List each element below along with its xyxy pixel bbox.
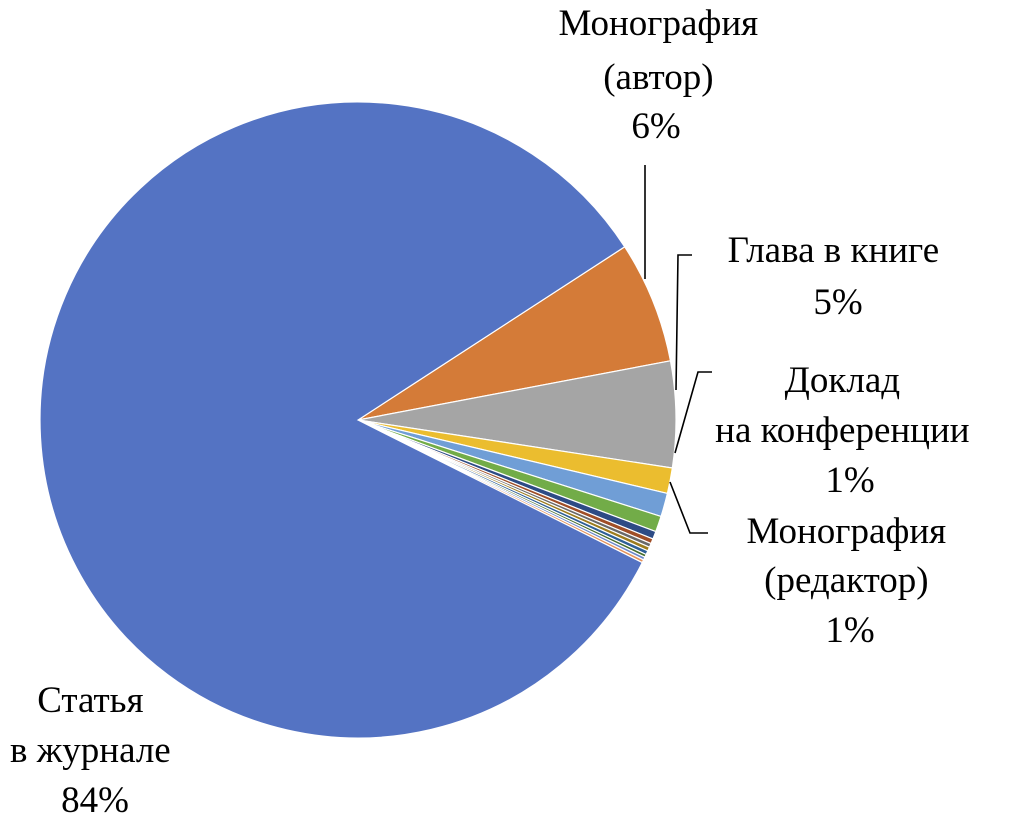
label-book-chapter-value: 5% — [813, 282, 862, 323]
label-monograph-editor-line-2: (редактор) — [764, 560, 929, 601]
label-monograph-editor-line-1: Монография — [747, 511, 947, 552]
label-conference-value: 1% — [825, 460, 874, 501]
label-book-chapter-line-1: Глава в книге — [728, 230, 940, 271]
label-journal-article-line-2: в журнале — [10, 730, 171, 771]
label-conference-line-2: на конференции — [715, 410, 969, 451]
label-monograph-author-value: 6% — [631, 106, 680, 147]
label-conference-line-1: Доклад — [785, 360, 900, 401]
label-monograph-editor: Монография (редактор) 1% — [747, 511, 956, 651]
label-journal-article-value: 84% — [61, 780, 129, 821]
leader-line-monograph-editor — [669, 481, 708, 534]
label-journal-article-line-1: Статья — [37, 680, 143, 721]
leader-line-book-chapter — [675, 254, 692, 391]
pie-slice-0 — [357, 245, 672, 421]
leader-lines — [644, 165, 712, 534]
label-monograph-editor-value: 1% — [825, 610, 874, 651]
label-monograph-author-line-2: (автор) — [603, 57, 713, 98]
leader-line-conference — [674, 371, 712, 454]
label-monograph-author: Монография (автор) 6% — [559, 3, 768, 147]
pie-slices — [39, 101, 677, 739]
label-book-chapter: Глава в книге 5% — [728, 230, 949, 323]
label-conference: Доклад на конференции 1% — [715, 360, 979, 501]
label-monograph-author-line-1: Монография — [559, 3, 759, 44]
label-journal-article: Статья в журнале 84% — [10, 680, 180, 821]
pie-slice-13 — [39, 101, 644, 739]
